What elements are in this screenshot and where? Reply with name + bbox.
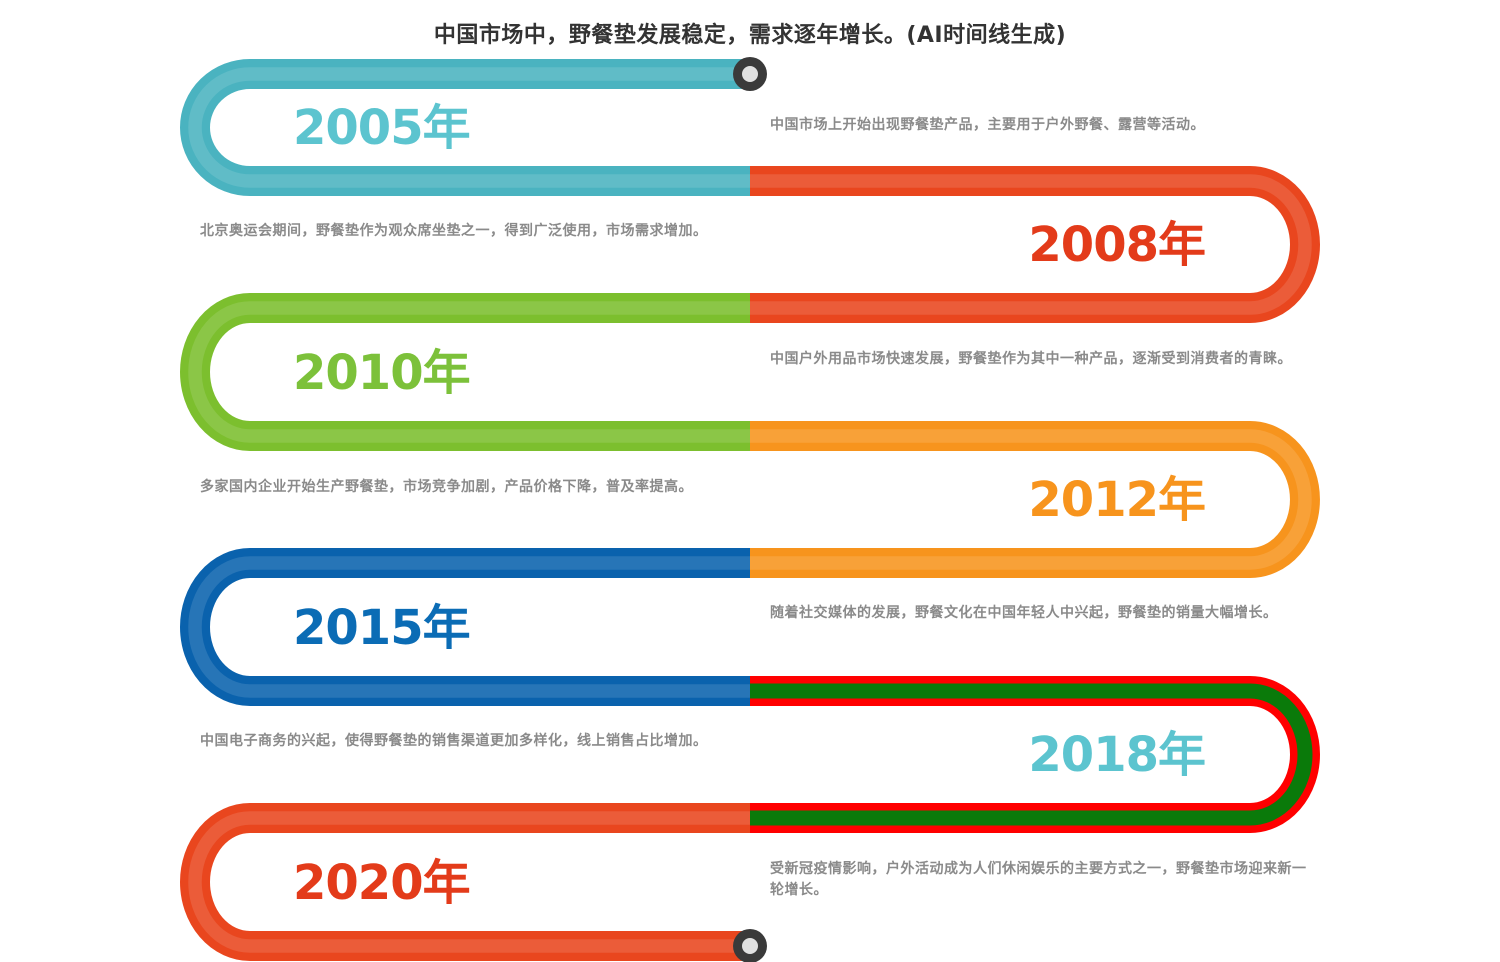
event-description-2010: 中国户外用品市场快速发展，野餐垫作为其中一种产品，逐渐受到消费者的青睐。 <box>770 351 1292 367</box>
track-segment-highlight-2005年 <box>188 67 750 188</box>
year-label-2020: 2020年 <box>293 855 471 911</box>
year-label-2010: 2010年 <box>293 345 471 401</box>
year-label-2005: 2005年 <box>293 100 471 156</box>
track-segment-2005年 <box>180 59 750 196</box>
track-segment-2020年 <box>180 803 750 961</box>
timeline-start-dot-center <box>742 66 758 82</box>
year-label-2018: 2018年 <box>1028 727 1206 783</box>
track-segment-highlight-2015年 <box>188 556 750 698</box>
page-title: 中国市场中，野餐垫发展稳定，需求逐年增长。(AI时间线生成) <box>433 23 1067 48</box>
year-label-2015: 2015年 <box>293 600 471 656</box>
track-segment-highlight-2008年 <box>750 174 1312 315</box>
event-description-2005: 中国市场上开始出现野餐垫产品，主要用于户外野餐、露营等活动。 <box>770 117 1205 133</box>
event-description-2018: 中国电子商务的兴起，使得野餐垫的销售渠道更加多样化，线上销售占比增加。 <box>200 733 708 749</box>
track-segment-2015年 <box>180 548 750 706</box>
track-segment-highlight-2012年 <box>750 429 1312 570</box>
timeline-end-dot-center <box>742 938 758 954</box>
track-segment-highlight-2010年 <box>188 301 750 443</box>
event-description-2012: 多家国内企业开始生产野餐垫，市场竞争加剧，产品价格下降，普及率提高。 <box>200 479 693 495</box>
event-description-2008: 北京奥运会期间，野餐垫作为观众席坐垫之一，得到广泛使用，市场需求增加。 <box>200 223 708 239</box>
year-label-2008: 2008年 <box>1028 217 1206 273</box>
track-segment-2010年 <box>180 293 750 451</box>
track-segment-2012年 <box>750 421 1320 578</box>
track-segment-2008年 <box>750 166 1320 323</box>
year-label-2012: 2012年 <box>1028 472 1206 528</box>
track-segment-highlight-2020年 <box>188 811 750 953</box>
event-description-2015: 随着社交媒体的发展，野餐文化在中国年轻人中兴起，野餐垫的销量大幅增长。 <box>770 605 1278 621</box>
track-segment-inner-2018年 <box>750 683 1313 826</box>
event-description-2020: 受新冠疫情影响，户外活动成为人们休闲娱乐的主要方式之一，野餐垫市场迎来新一轮增长… <box>770 861 1307 898</box>
